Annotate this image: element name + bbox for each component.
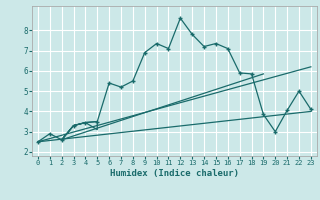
X-axis label: Humidex (Indice chaleur): Humidex (Indice chaleur) — [110, 169, 239, 178]
